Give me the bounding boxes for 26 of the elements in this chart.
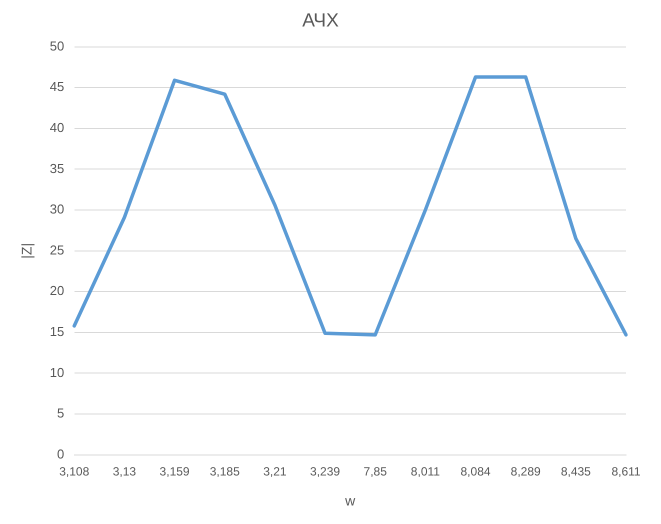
y-tick-label: 35 <box>50 160 64 176</box>
x-tick-label: 3,185 <box>210 464 240 478</box>
y-tick-label: 45 <box>50 79 64 94</box>
y-tick-label: 30 <box>50 202 64 217</box>
x-tick-label: 3,239 <box>310 464 340 478</box>
x-tick-label: 8,289 <box>510 464 542 478</box>
x-tick-label: 3,13 <box>112 464 136 478</box>
x-axis-title: w <box>344 492 356 508</box>
y-tick-label: 15 <box>50 324 64 339</box>
x-tick-label: 8,084 <box>460 464 491 478</box>
y-tick-label: 40 <box>50 120 64 135</box>
x-tick-label: 3,159 <box>160 464 190 478</box>
y-axis-title: |Z| <box>18 242 34 259</box>
x-tick-label: 7,85 <box>364 464 388 478</box>
y-tick-label: 10 <box>50 364 64 380</box>
y-tick-label: 5 <box>57 406 64 421</box>
x-tick-label: 3,108 <box>59 464 90 478</box>
y-tick-label: 25 <box>50 242 64 258</box>
y-tick-label: 0 <box>57 446 64 462</box>
x-tick-label: 8,011 <box>410 464 440 478</box>
y-tick-label: 50 <box>50 38 64 54</box>
y-tick-label: 20 <box>50 283 64 298</box>
x-tick-label: 3,21 <box>263 464 287 478</box>
chart-title: АЧХ <box>302 10 340 32</box>
x-tick-label: 8,611 <box>611 464 641 478</box>
x-tick-label: 8,435 <box>560 464 592 478</box>
